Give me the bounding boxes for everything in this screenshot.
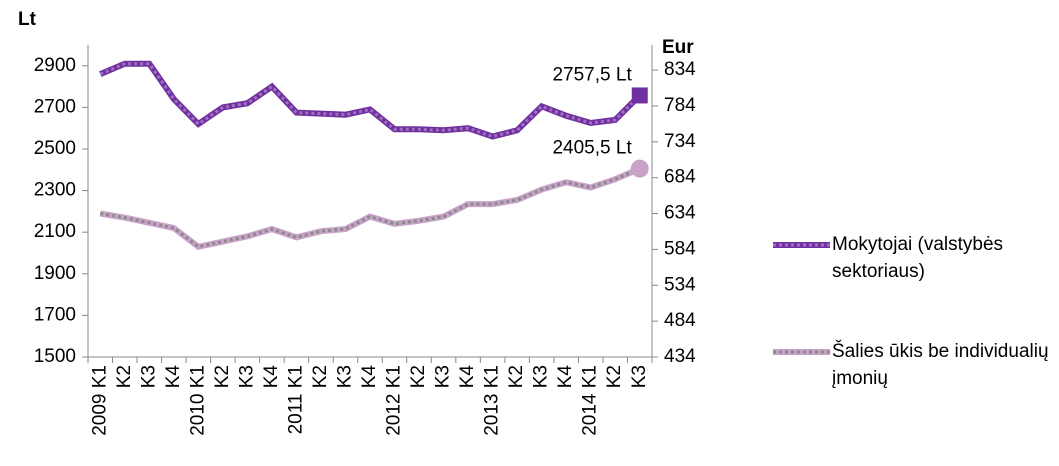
x-tick-label: K3 <box>629 365 650 388</box>
value-label: 2757,5 Lt <box>552 64 632 85</box>
legend-label: Šalies ūkis be individualių įmonių <box>832 341 1049 389</box>
y2-tick-label: 734 <box>664 131 696 152</box>
x-tick-label: K4 <box>457 365 478 389</box>
y2-tick-label: 434 <box>664 346 696 367</box>
x-tick-label: 2011 K1 <box>285 365 306 434</box>
x-tick-label: K2 <box>310 365 331 388</box>
end-marker <box>630 159 649 178</box>
y2-tick-label: 534 <box>664 274 696 295</box>
x-tick-label: K3 <box>236 365 257 388</box>
legend-item: Mokytojai (valstybės sektoriaus) <box>832 234 1004 282</box>
y2-tick-label: 584 <box>664 238 696 259</box>
y2-tick-label: 834 <box>664 59 696 80</box>
legend-item: Šalies ūkis be individualių įmonių <box>832 341 1049 389</box>
x-tick-label: K2 <box>506 365 527 388</box>
x-tick-label: K3 <box>138 365 159 388</box>
x-tick-label: K4 <box>555 365 576 389</box>
x-tick-label: K3 <box>433 365 454 388</box>
y2-tick-label: 484 <box>664 310 696 331</box>
y-tick-label: 2100 <box>34 221 76 242</box>
x-tick-label: K4 <box>359 365 380 389</box>
x-tick-label: K2 <box>604 365 625 388</box>
x-tick-label: 2014 K1 <box>580 365 601 436</box>
y-tick-label: 1500 <box>34 346 76 367</box>
x-tick-label: K4 <box>261 365 282 389</box>
x-tick-label: 2010 K1 <box>187 365 208 436</box>
x-tick-label: K2 <box>114 365 135 388</box>
y-tick-label: 2900 <box>34 55 76 76</box>
x-tick-label: 2013 K1 <box>482 365 503 436</box>
series-line-dash <box>99 62 641 139</box>
y2-tick-label: 684 <box>664 167 696 188</box>
series-line-dash <box>100 167 641 249</box>
x-tick-label: K4 <box>163 365 184 389</box>
y-tick-label: 1900 <box>34 263 76 284</box>
value-label: 2405,5 Lt <box>552 138 632 159</box>
x-tick-label: K2 <box>212 365 233 388</box>
y2-tick-label: 784 <box>664 95 696 116</box>
legend-label: Mokytojai (valstybės sektoriaus) <box>832 234 1004 282</box>
x-tick-label: 2012 K1 <box>384 365 405 436</box>
y-tick-label: 1700 <box>34 304 76 325</box>
y2-tick-label: 634 <box>664 203 696 224</box>
x-tick-label: K3 <box>531 365 552 388</box>
y-axis-title: Lt <box>18 9 37 30</box>
x-tick-label: K2 <box>408 365 429 388</box>
y-tick-label: 2500 <box>34 138 76 159</box>
end-marker <box>631 87 648 104</box>
y-tick-label: 2700 <box>34 96 76 117</box>
x-tick-label: K3 <box>334 365 355 388</box>
y-tick-label: 2300 <box>34 180 76 201</box>
y2-axis-title: Eur <box>662 37 694 58</box>
x-tick-label: 2009 K1 <box>89 365 110 436</box>
